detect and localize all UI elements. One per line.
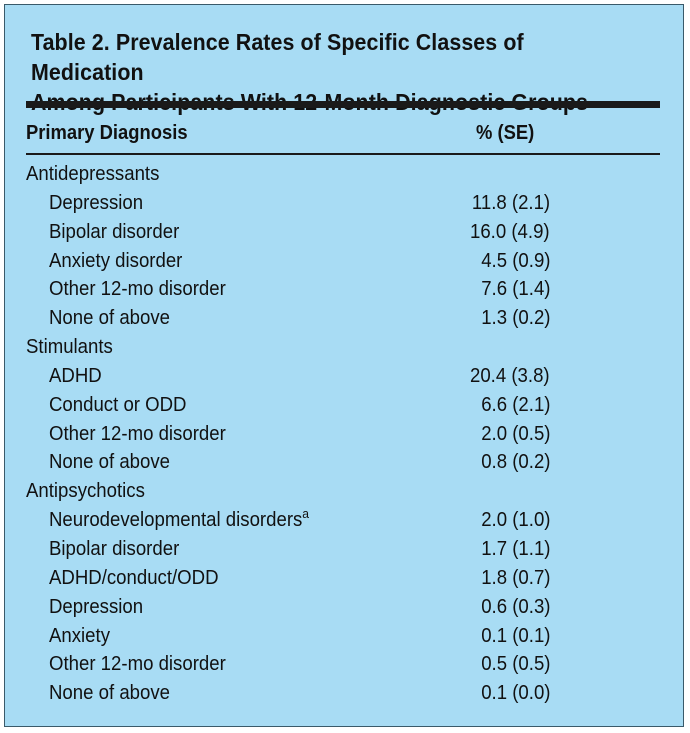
row-label: Anxiety disorder (49, 250, 182, 273)
row-value: 20.4 (3.8) (470, 364, 550, 387)
row-label-text: Neurodevelopmental disorders (49, 509, 303, 532)
row-label-text: Depression (49, 191, 144, 214)
table-row: ADHD 20.4 (3.8) (26, 362, 660, 391)
row-label-text: Anxiety disorder (49, 249, 183, 272)
table-row: Other 12-mo disorder 0.5 (0.5) (26, 650, 660, 679)
row-label: Neurodevelopmental disordersa (49, 506, 310, 532)
row-label-text: Bipolar disorder (49, 220, 180, 243)
column-header-row: Primary Diagnosis % (SE) (26, 118, 660, 152)
group-row: Antipsychotics (26, 477, 660, 506)
group-label: Antipsychotics (26, 480, 145, 503)
table-row: None of above 0.8 (0.2) (26, 448, 660, 477)
table-row: Neurodevelopmental disordersa 2.0 (1.0) (26, 506, 660, 535)
row-value: 0.1 (0.0) (480, 682, 550, 705)
table-row: Bipolar disorder 16.0 (4.9) (26, 218, 660, 247)
table-body: Antidepressants Depression 11.8 (2.1) Bipol… (26, 160, 660, 708)
row-value: 0.5 (0.5) (480, 653, 550, 676)
row-value: 2.0 (0.5) (480, 422, 550, 445)
row-value: 0.8 (0.2) (480, 451, 550, 474)
header-top-rule (26, 101, 660, 108)
row-label-text: None of above (49, 451, 171, 474)
table-row: Conduct or ODD 6.6 (2.1) (26, 391, 660, 420)
row-label-text: ADHD/conduct/ODD (49, 566, 219, 589)
row-label: Anxiety (49, 625, 110, 648)
row-label-text: None of above (49, 682, 171, 705)
row-label-text: Conduct or ODD (49, 393, 187, 416)
group-row: Stimulants (26, 333, 660, 362)
header-bottom-rule (26, 153, 660, 155)
column-header-diagnosis: Primary Diagnosis (26, 122, 188, 144)
row-label-text: None of above (49, 307, 171, 330)
row-value: 4.5 (0.9) (480, 249, 550, 272)
row-value: 16.0 (4.9) (470, 220, 550, 243)
row-value: 1.8 (0.7) (480, 566, 550, 589)
row-label-text: Other 12-mo disorder (49, 422, 226, 445)
row-value: 1.7 (1.1) (480, 537, 550, 560)
row-label-text: Anxiety (49, 624, 111, 647)
row-label: None of above (49, 307, 170, 330)
table-title-line-1: Table 2. Prevalence Rates of Specific Cl… (31, 29, 524, 85)
row-label: Bipolar disorder (49, 538, 179, 561)
row-label: Depression (49, 192, 143, 215)
row-label: ADHD/conduct/ODD (49, 567, 219, 590)
table-row: Anxiety disorder 4.5 (0.9) (26, 247, 660, 276)
row-value: 11.8 (2.1) (471, 191, 550, 214)
row-label: Other 12-mo disorder (49, 278, 226, 301)
row-label: None of above (49, 682, 170, 705)
row-label: Other 12-mo disorder (49, 653, 226, 676)
group-label: Antidepressants (26, 163, 160, 185)
row-label: Bipolar disorder (49, 221, 179, 244)
row-label-text: Other 12-mo disorder (49, 653, 226, 676)
row-value: 0.1 (0.1) (480, 624, 550, 647)
row-label-text: ADHD (49, 364, 102, 387)
row-value: 2.0 (1.0) (480, 509, 550, 532)
row-value: 6.6 (2.1) (480, 393, 550, 416)
table-row: None of above 1.3 (0.2) (26, 304, 660, 333)
row-label: Conduct or ODD (49, 394, 186, 417)
table-row: Depression 0.6 (0.3) (26, 593, 660, 622)
table-row: None of above 0.1 (0.0) (26, 679, 660, 708)
table-row: ADHD/conduct/ODD 1.8 (0.7) (26, 564, 660, 593)
row-value: 1.3 (0.2) (480, 307, 550, 330)
table-row: Other 12-mo disorder 2.0 (0.5) (26, 420, 660, 449)
group-row: Antidepressants (26, 160, 660, 189)
row-label-text: Depression (49, 595, 144, 618)
group-label: Stimulants (26, 336, 113, 359)
row-label-text: Other 12-mo disorder (49, 278, 226, 301)
row-label-text: Bipolar disorder (49, 537, 180, 560)
footnote-marker: a (302, 506, 310, 522)
column-header-percent: % (SE) (476, 122, 535, 144)
row-label: Other 12-mo disorder (49, 423, 226, 446)
row-label: ADHD (49, 365, 102, 388)
table-panel: Table 2. Prevalence Rates of Specific Cl… (4, 4, 684, 727)
row-value: 0.6 (0.3) (480, 595, 550, 618)
row-value: 7.6 (1.4) (480, 278, 550, 301)
table-row: Anxiety 0.1 (0.1) (26, 622, 660, 651)
table-row: Depression 11.8 (2.1) (26, 189, 660, 218)
row-label: None of above (49, 451, 170, 474)
row-label: Depression (49, 596, 143, 619)
table-row: Other 12-mo disorder 7.6 (1.4) (26, 275, 660, 304)
table-row: Bipolar disorder 1.7 (1.1) (26, 535, 660, 564)
